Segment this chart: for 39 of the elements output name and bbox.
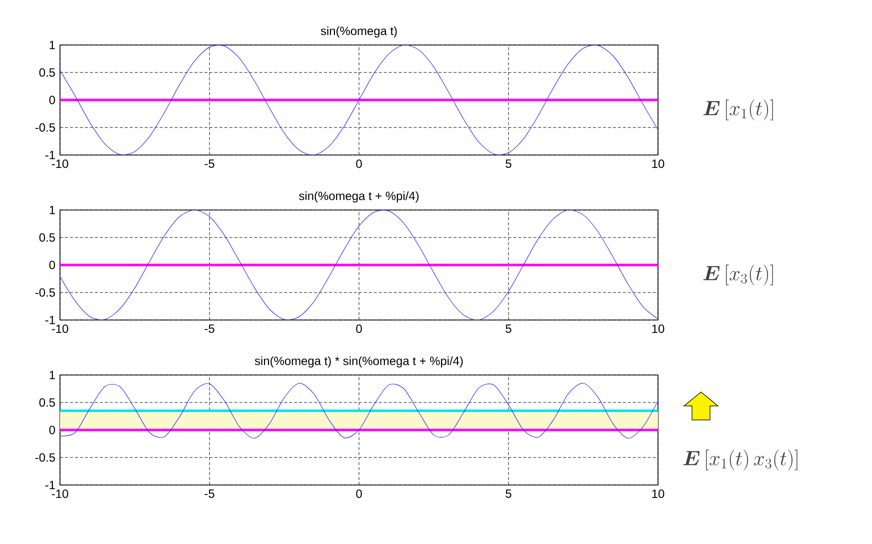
chart-title: sin(%omega t)	[320, 26, 397, 38]
y-tick-label: -1	[45, 150, 55, 160]
x-tick-label: 0	[356, 160, 362, 168]
text: $\boldsymbol{E}\left[x_1(t)\,x_3(t)\right]$	[683, 450, 798, 470]
line-series	[60, 210, 658, 320]
text: $\boldsymbol{E}\left[x_3(t)\right]$	[703, 264, 773, 286]
x-tick-label: 0	[356, 324, 362, 333]
y-tick-label: 0	[49, 96, 56, 104]
x-tick-label: 10	[652, 160, 664, 168]
x-tick-label: 5	[506, 490, 512, 498]
x-tick-label: 5	[506, 160, 512, 168]
y-tick-label: -1	[45, 316, 55, 324]
x-tick-label: -5	[204, 160, 214, 168]
x-tick-label: -10	[52, 490, 68, 498]
y-tick-label: 0.5	[39, 398, 55, 407]
y-tick-label: 1	[50, 40, 55, 50]
y-tick-label: 0	[49, 260, 56, 270]
line-series	[60, 382, 658, 439]
text: $\boldsymbol{E}\left[x_1(t)\right]$	[703, 100, 773, 120]
x-tick-label: 0	[356, 490, 362, 498]
y-tick-label: -1	[45, 480, 55, 490]
y-tick-label: 0	[49, 426, 56, 434]
chart-title: sin(%omega t + %pi/4)	[299, 191, 419, 202]
x-tick-label: 5	[506, 324, 512, 333]
x-tick-label: -5	[204, 324, 214, 333]
y-tick-label: 1	[50, 370, 55, 380]
y-tick-label: 0.5	[39, 68, 55, 77]
y-tick-label: -0.5	[35, 453, 55, 462]
x-tick-label: -10	[52, 160, 68, 168]
x-tick-label: 10	[652, 324, 664, 333]
chart-title: sin(%omega t) * sin(%omega t + %pi/4)	[254, 356, 463, 368]
y-tick-label: -0.5	[35, 123, 55, 132]
line-series	[60, 44, 658, 155]
y-tick-label: -0.5	[35, 288, 55, 297]
x-tick-label: -5	[204, 490, 214, 498]
x-tick-label: -10	[52, 324, 68, 333]
y-tick-label: 1	[50, 206, 55, 214]
x-tick-label: 10	[652, 490, 664, 498]
y-tick-label: 0.5	[39, 233, 55, 242]
